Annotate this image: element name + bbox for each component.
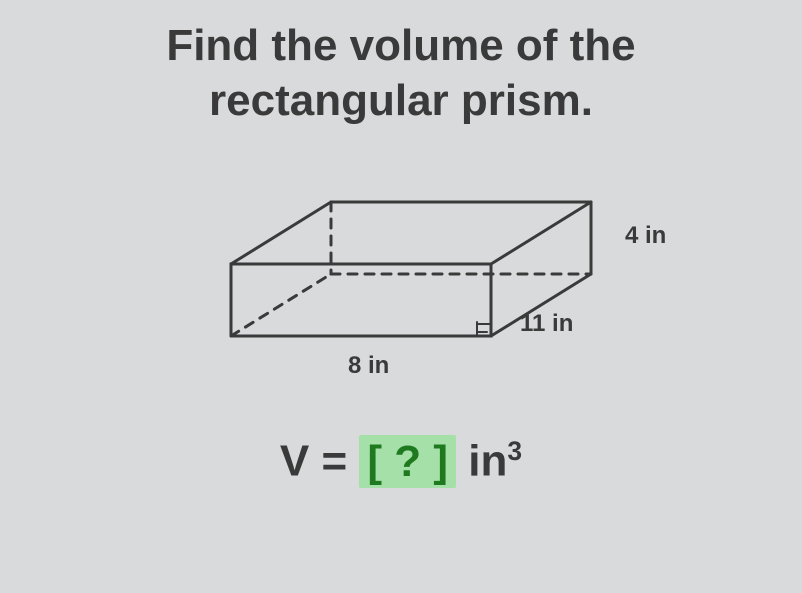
prism-edge-top-right: [491, 202, 591, 264]
prism-hidden-left: [231, 274, 331, 336]
formula-unit-exp: 3: [507, 436, 522, 466]
prism-edge-top-left: [231, 202, 331, 264]
volume-formula: V = [ ? ] in3: [0, 436, 802, 487]
formula-prefix: V =: [280, 437, 360, 486]
dim-height-label: 4 in: [625, 222, 666, 250]
title-line-2: rectangular prism.: [0, 73, 802, 128]
formula-unit-base: in: [456, 437, 507, 486]
answer-placeholder[interactable]: [ ? ]: [359, 435, 456, 488]
problem-title: Find the volume of the rectangular prism…: [0, 0, 802, 128]
dim-length-label: 11 in: [520, 310, 573, 338]
prism-diagram: 8 in 11 in 4 in: [0, 156, 802, 406]
title-line-1: Find the volume of the: [0, 18, 802, 73]
dim-width-label: 8 in: [348, 352, 389, 380]
right-angle-marker-2: [477, 324, 491, 336]
